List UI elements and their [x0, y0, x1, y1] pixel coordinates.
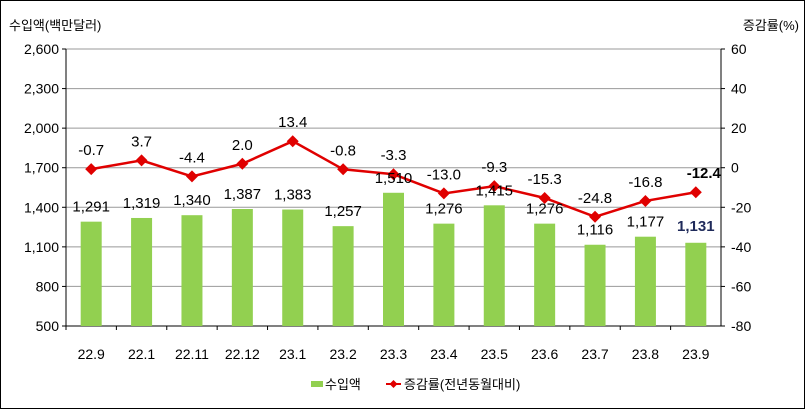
line-marker [85, 163, 98, 176]
legend-label-line: 증감률(전년동월대비) [404, 377, 520, 392]
line-marker [185, 170, 198, 183]
right-tick-label: 20 [731, 120, 747, 136]
x-tick-label: 23.8 [632, 346, 659, 362]
x-tick-label: 23.2 [329, 346, 356, 362]
x-tick-label: 23.4 [430, 346, 457, 362]
line-data-label: -9.3 [481, 159, 507, 176]
left-tick-label: 2,000 [24, 120, 59, 136]
x-tick-label: 23.6 [531, 346, 558, 362]
bar [483, 205, 505, 326]
bar-data-label: 1,510 [375, 170, 413, 187]
legend-swatch-bar [311, 381, 323, 387]
bar [80, 221, 102, 326]
line-marker [437, 187, 450, 200]
line-marker [387, 168, 400, 181]
right-tick-label: 0 [731, 160, 739, 176]
right-tick-label: 60 [731, 41, 747, 57]
line-data-label: -15.3 [528, 171, 562, 188]
bar-data-label: 1,319 [123, 195, 161, 212]
bar-data-label: 1,131 [677, 218, 715, 235]
x-tick-label: 22.11 [175, 346, 209, 362]
bar [282, 209, 304, 326]
line-marker [639, 194, 652, 207]
bar-data-label: 1,116 [577, 222, 613, 239]
right-tick-label: -40 [731, 239, 751, 255]
bar-data-label: 1,177 [627, 214, 665, 231]
left-axis-title: 수입액(백만달러) [9, 18, 101, 33]
line-marker [236, 157, 249, 170]
bar [634, 236, 656, 326]
x-tick-label: 23.9 [682, 346, 709, 362]
line-data-label: 3.7 [131, 133, 152, 150]
bar [332, 226, 354, 326]
bar-data-label: 1,257 [324, 203, 362, 220]
right-tick-label: -20 [731, 199, 751, 215]
bar-data-label: 1,387 [224, 186, 262, 203]
bar [534, 223, 556, 326]
line-data-label: 13.4 [278, 114, 307, 131]
bar [584, 244, 606, 326]
x-tick-label: 23.7 [581, 346, 608, 362]
line-marker [337, 163, 350, 176]
line-data-label: -24.8 [578, 190, 612, 207]
left-tick-label: 1,700 [24, 160, 59, 176]
line-marker [589, 210, 602, 223]
right-axis-title: 증감률(%) [743, 18, 799, 33]
left-tick-label: 500 [36, 318, 60, 334]
left-tick-label: 800 [36, 278, 60, 294]
left-tick-label: 1,100 [24, 239, 59, 255]
bar [131, 217, 153, 326]
x-tick-label: 22.12 [225, 346, 260, 362]
right-tick-label: 40 [731, 81, 747, 97]
right-tick-label: -60 [731, 278, 751, 294]
line-marker [488, 180, 501, 193]
right-tick-label: -80 [731, 318, 751, 334]
bar-data-label: 1,291 [72, 199, 110, 216]
left-tick-label: 2,600 [24, 41, 59, 57]
bar-data-label: 1,383 [274, 187, 312, 204]
x-tick-label: 23.3 [380, 346, 407, 362]
bar [231, 209, 253, 326]
line-marker [689, 186, 702, 199]
line-data-label: -16.8 [628, 174, 662, 191]
x-tick-label: 23.5 [481, 346, 508, 362]
x-tick-label: 22.9 [78, 346, 105, 362]
line-data-label: -13.0 [427, 166, 461, 183]
bar [433, 223, 455, 326]
left-tick-label: 1,400 [24, 199, 59, 215]
bar-data-label: 1,340 [173, 192, 211, 209]
legend-marker-line [389, 380, 398, 388]
legend-label-bar: 수입액 [325, 377, 361, 392]
line-data-label: 2.0 [232, 137, 253, 154]
line-marker [135, 154, 148, 167]
bar [685, 242, 707, 326]
bar-data-label: 1,276 [526, 201, 564, 218]
x-tick-label: 22.1 [128, 346, 155, 362]
line-data-label: -0.7 [78, 142, 104, 159]
line-data-label: -4.4 [179, 149, 205, 166]
bar-data-label: 1,276 [425, 201, 463, 218]
line-marker [286, 135, 299, 148]
line-data-label: -3.3 [381, 147, 407, 164]
line-data-label: -12.4 [687, 165, 722, 182]
line-data-label: -0.8 [330, 142, 356, 159]
bar [383, 192, 404, 326]
left-tick-label: 2,300 [24, 81, 59, 97]
bar [181, 215, 203, 326]
x-tick-label: 23.1 [279, 346, 306, 362]
line-marker [538, 191, 551, 204]
bar-data-label: 1,415 [475, 182, 513, 199]
